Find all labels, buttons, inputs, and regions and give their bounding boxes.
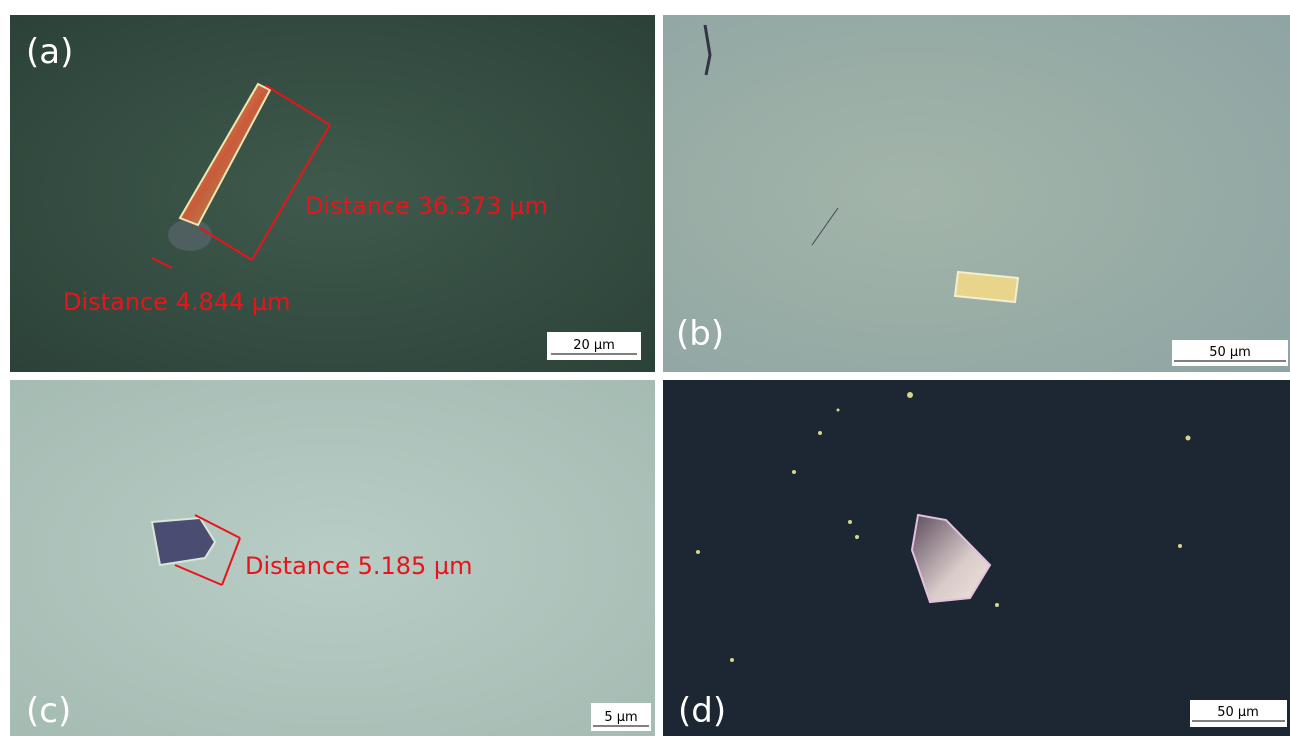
- measure-lines: [151, 84, 331, 269]
- scale-bar-box: [1190, 700, 1287, 727]
- debris: [168, 219, 212, 251]
- crystal: [953, 270, 1020, 304]
- panel-label: (d): [678, 691, 726, 731]
- scale-bar-label: 50 µm: [1209, 345, 1251, 360]
- particle: [150, 516, 217, 567]
- scale-bar-label: 5 µm: [604, 710, 637, 725]
- panel-label: (a): [26, 32, 73, 72]
- panel-d: (d) 50 µm: [663, 380, 1290, 736]
- annotation: Distance 5.185 µm: [245, 552, 473, 580]
- annotation: Distance 4.844 µm: [63, 288, 291, 316]
- specks: [696, 392, 1191, 662]
- crystal: [910, 513, 992, 604]
- measure-lines: [174, 514, 241, 586]
- micrograph: [663, 15, 1290, 372]
- panel-c: (c) Distance 5.185 µm 5 µm: [10, 380, 655, 736]
- scale-bar-label: 50 µm: [1217, 705, 1259, 720]
- panel-label: (b): [676, 314, 724, 354]
- scale-bar-label: 20 µm: [573, 338, 615, 353]
- annotation: Distance 36.373 µm: [305, 192, 548, 220]
- scale-bar-box: [1172, 340, 1288, 366]
- micrograph: [10, 15, 655, 372]
- panel-b: (b) 50 µm: [663, 15, 1290, 372]
- panel-label: (c): [26, 691, 71, 731]
- crystal: [178, 82, 272, 227]
- scale-bar-box: [547, 332, 641, 360]
- micrograph: [10, 380, 655, 736]
- debris: [811, 207, 839, 246]
- debris: [703, 24, 712, 76]
- panel-a: (a) Distance 36.373 µm Distance 4.844 µm…: [10, 15, 655, 372]
